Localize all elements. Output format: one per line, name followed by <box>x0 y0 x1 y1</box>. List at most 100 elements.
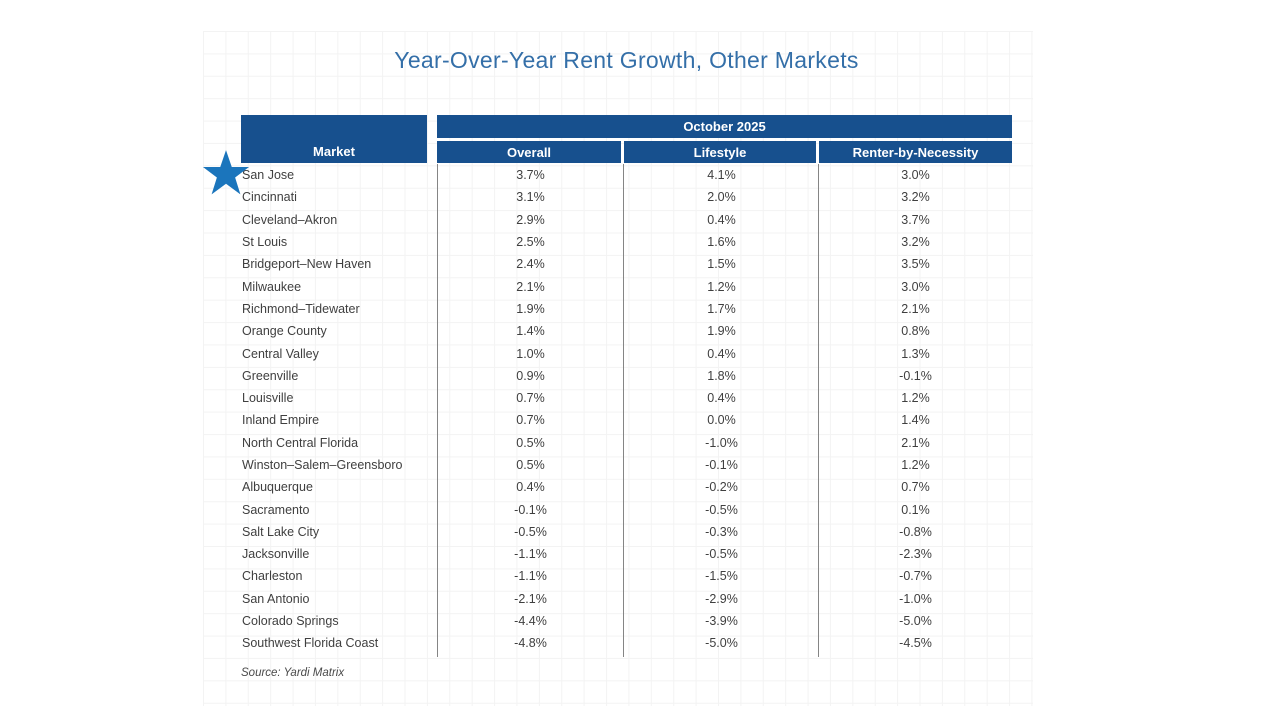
market-cell: Jacksonville <box>242 547 310 562</box>
renter-by-necessity-column-header: Renter-by-Necessity <box>819 141 1012 163</box>
market-cell: Inland Empire <box>242 413 320 428</box>
overall-value-cell: 2.4% <box>516 257 545 272</box>
overall-value-cell: 0.7% <box>516 413 545 428</box>
renter-value-cell: -4.5% <box>899 636 932 651</box>
renter-value-cell: -1.0% <box>899 591 932 606</box>
overall-value-cell: 1.4% <box>516 324 545 339</box>
lifestyle-value-cell: -1.0% <box>705 435 738 450</box>
table-row: Central Valley 1.0% 0.4% 1.3% <box>241 342 1012 364</box>
table-row: Sacramento -0.1% -0.5% 0.1% <box>241 498 1012 520</box>
overall-column-header: Overall <box>437 141 621 163</box>
table-row: Jacksonville -1.1% -0.5% -2.3% <box>241 543 1012 565</box>
overall-value-cell: -2.1% <box>514 591 547 606</box>
renter-value-cell: 3.0% <box>901 168 930 183</box>
renter-value-cell: -0.1% <box>899 368 932 383</box>
market-cell: Sacramento <box>242 502 310 517</box>
overall-value-cell: 2.1% <box>516 279 545 294</box>
lifestyle-value-cell: 2.0% <box>707 190 736 205</box>
market-cell: St Louis <box>242 235 288 250</box>
overall-value-cell: 2.5% <box>516 235 545 250</box>
overall-value-cell: -1.1% <box>514 547 547 562</box>
market-cell: Louisville <box>242 391 294 406</box>
table-row: North Central Florida 0.5% -1.0% 2.1% <box>241 432 1012 454</box>
renter-value-cell: 3.0% <box>901 279 930 294</box>
overall-value-cell: 3.1% <box>516 190 545 205</box>
table-row: Cleveland–Akron 2.9% 0.4% 3.7% <box>241 209 1012 231</box>
overall-value-cell: 2.9% <box>516 212 545 227</box>
lifestyle-value-cell: -0.5% <box>705 547 738 562</box>
lifestyle-value-cell: -0.1% <box>705 458 738 472</box>
market-cell: Cleveland–Akron <box>242 212 338 227</box>
table-row: Greenville 0.9% 1.8% -0.1% <box>241 365 1012 387</box>
lifestyle-value-cell: 0.4% <box>707 346 736 361</box>
lifestyle-value-cell: 1.7% <box>707 301 736 316</box>
renter-value-cell: 1.2% <box>901 391 930 406</box>
overall-value-cell: -4.8% <box>514 636 547 651</box>
market-cell: Richmond–Tidewater <box>242 301 360 316</box>
market-cell: Charleston <box>242 569 303 584</box>
overall-value-cell: -4.4% <box>514 614 547 629</box>
table-row: Colorado Springs -4.4% -3.9% -5.0% <box>241 610 1012 632</box>
table-row: Cincinnati 3.1% 2.0% 3.2% <box>241 186 1012 208</box>
market-cell: Salt Lake City <box>242 524 320 539</box>
table-row: Bridgeport–New Haven 2.4% 1.5% 3.5% <box>241 253 1012 275</box>
overall-value-cell: 1.9% <box>516 301 545 316</box>
table-row: Winston–Salem–Greensboro 0.5% -0.1% 1.2% <box>241 454 1012 476</box>
renter-value-cell: 1.3% <box>901 346 930 361</box>
overall-value-cell: -0.1% <box>514 502 547 517</box>
table-row: Southwest Florida Coast -4.8% -5.0% -4.5% <box>241 632 1012 654</box>
renter-value-cell: 3.2% <box>901 235 930 250</box>
overall-value-cell: 1.0% <box>516 346 545 361</box>
renter-value-cell: 0.8% <box>901 324 930 339</box>
market-cell: Southwest Florida Coast <box>242 636 379 651</box>
market-cell: Bridgeport–New Haven <box>242 257 372 272</box>
lifestyle-value-cell: 4.1% <box>707 168 736 183</box>
table-row: Milwaukee 2.1% 1.2% 3.0% <box>241 275 1012 297</box>
table-row: Orange County 1.4% 1.9% 0.8% <box>241 320 1012 342</box>
market-cell: San Antonio <box>242 591 310 606</box>
overall-value-cell: 0.4% <box>516 480 545 495</box>
lifestyle-value-cell: -1.5% <box>705 569 738 584</box>
column-separator-line <box>817 164 819 657</box>
lifestyle-value-cell: 0.0% <box>707 413 736 428</box>
renter-value-cell: 0.7% <box>901 480 930 495</box>
market-cell: Cincinnati <box>242 190 297 205</box>
market-cell: San Jose <box>242 168 295 183</box>
lifestyle-value-cell: -2.9% <box>705 591 738 606</box>
overall-value-cell: -0.5% <box>514 524 547 539</box>
renter-value-cell: 1.2% <box>901 458 930 472</box>
overall-value-cell: 0.5% <box>516 435 545 450</box>
table-row: Richmond–Tidewater 1.9% 1.7% 2.1% <box>241 298 1012 320</box>
table-row: San Antonio -2.1% -2.9% -1.0% <box>241 588 1012 610</box>
renter-value-cell: 3.5% <box>901 257 930 272</box>
overall-value-cell: 3.7% <box>516 168 545 183</box>
renter-value-cell: -2.3% <box>899 547 932 562</box>
renter-value-cell: -0.7% <box>899 569 932 584</box>
renter-value-cell: -5.0% <box>899 614 932 629</box>
column-separator-line <box>622 164 624 657</box>
lifestyle-value-cell: 1.6% <box>707 235 736 250</box>
renter-value-cell: 0.1% <box>901 502 930 517</box>
renter-value-cell: -0.8% <box>899 524 932 539</box>
lifestyle-value-cell: 1.8% <box>707 368 736 383</box>
table-row: Albuquerque 0.4% -0.2% 0.7% <box>241 476 1012 498</box>
table-row: Inland Empire 0.7% 0.0% 1.4% <box>241 409 1012 431</box>
lifestyle-value-cell: -0.3% <box>705 524 738 539</box>
chart-title: Year-Over-Year Rent Growth, Other Market… <box>394 47 859 73</box>
table-body: San Jose 3.7% 4.1% 3.0% Cincinnati 3.1% 2.0% 3.… <box>241 164 1012 655</box>
renter-value-cell: 2.1% <box>901 301 930 316</box>
lifestyle-value-cell: -0.2% <box>705 480 738 495</box>
lifestyle-value-cell: 1.5% <box>707 257 736 272</box>
lifestyle-value-cell: 0.4% <box>707 212 736 227</box>
renter-value-cell: 3.7% <box>901 212 930 227</box>
lifestyle-value-cell: 1.9% <box>707 324 736 339</box>
lifestyle-value-cell: -0.5% <box>705 502 738 517</box>
lifestyle-value-cell: 1.2% <box>707 279 736 294</box>
market-cell: Milwaukee <box>242 279 302 294</box>
renter-value-cell: 1.4% <box>901 413 930 428</box>
lifestyle-value-cell: -3.9% <box>705 614 738 629</box>
overall-value-cell: 0.7% <box>516 391 545 406</box>
market-cell: Albuquerque <box>242 480 313 495</box>
market-column-header: Market <box>241 115 427 163</box>
lifestyle-value-cell: 0.4% <box>707 391 736 406</box>
